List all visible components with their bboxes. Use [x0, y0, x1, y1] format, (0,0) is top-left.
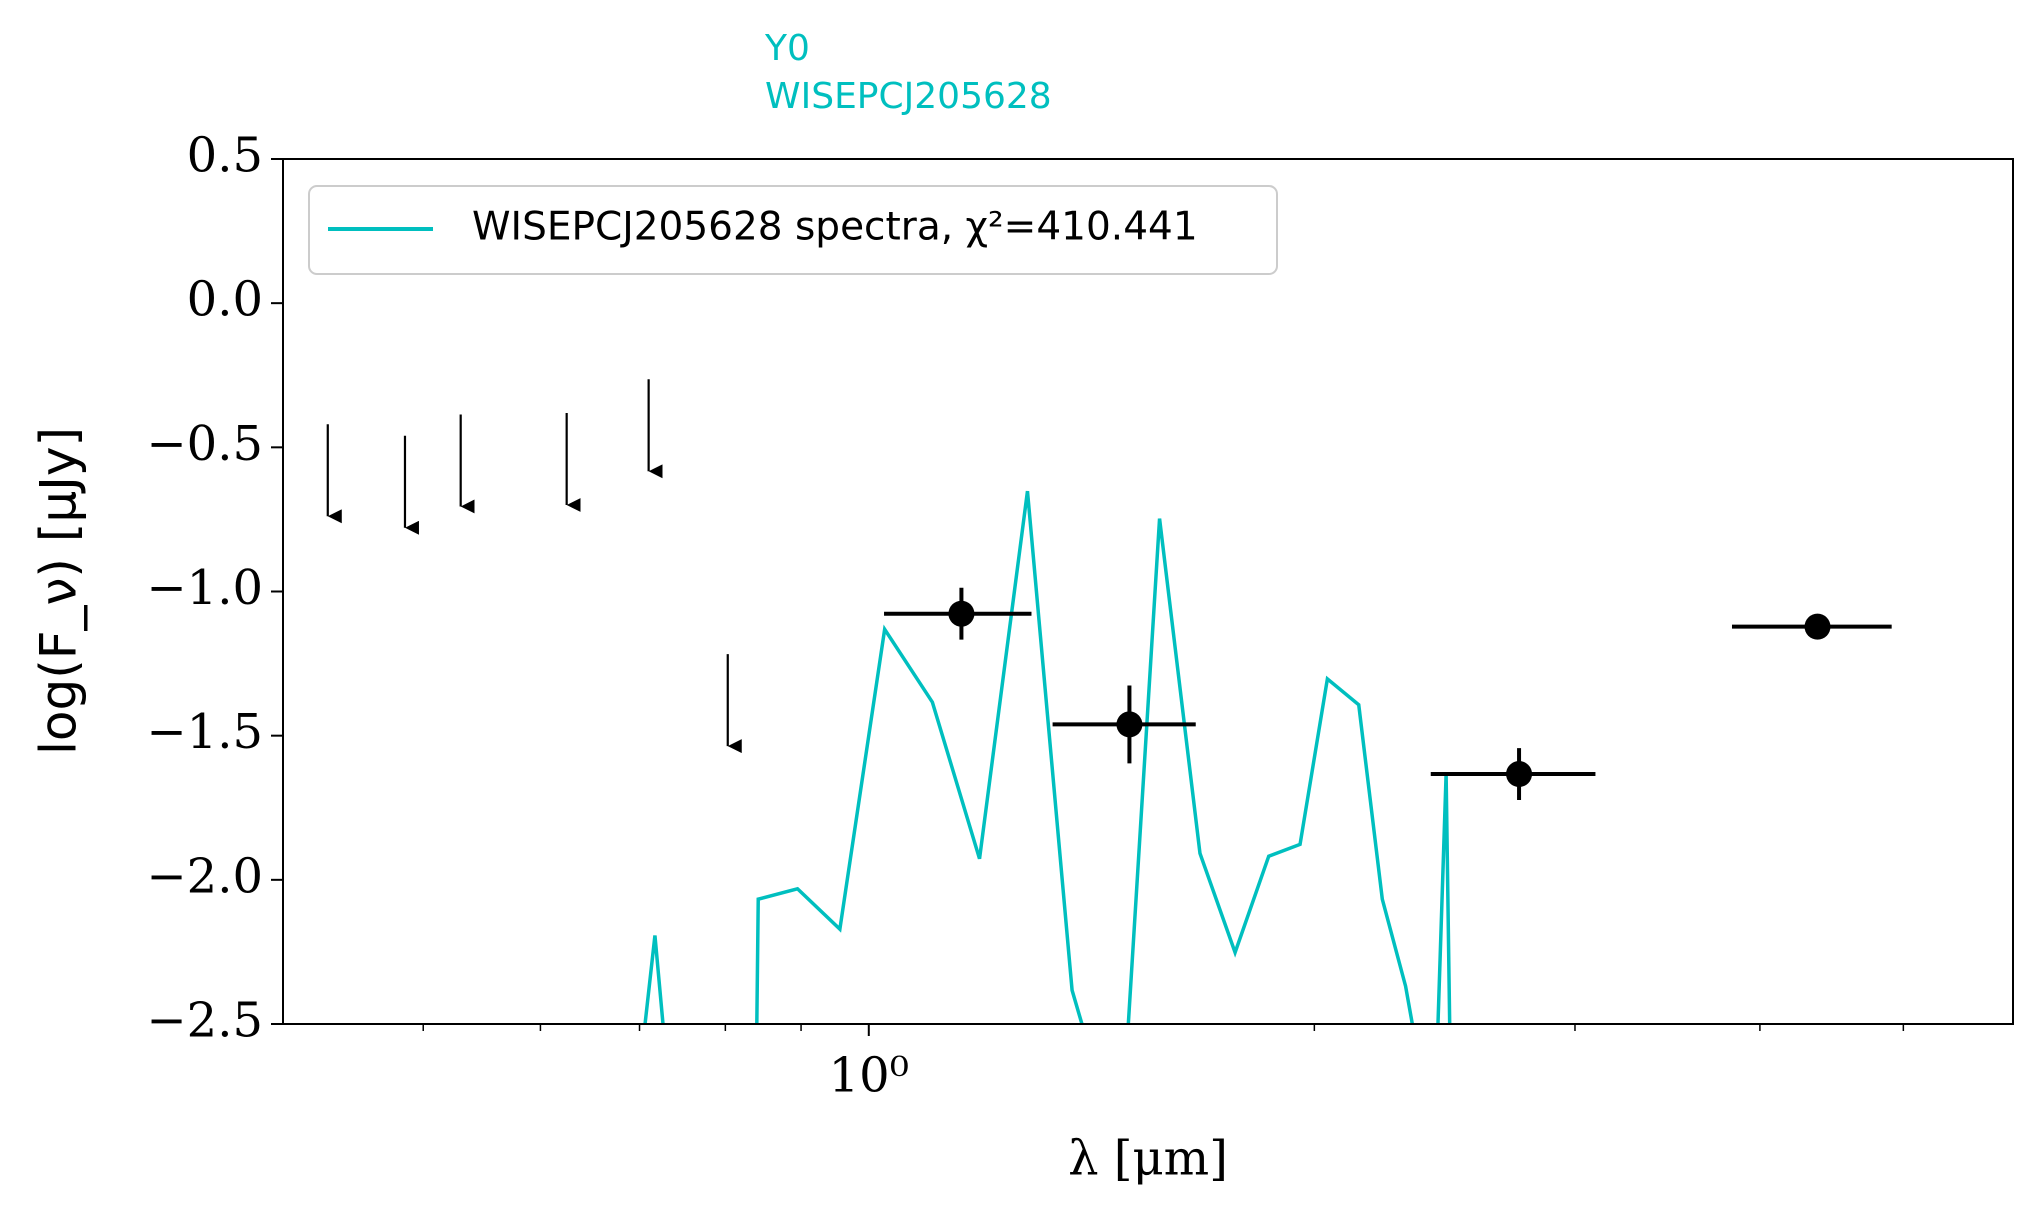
x-tick-label: 10⁰	[829, 1048, 909, 1104]
spectrum-line	[643, 490, 1452, 1024]
x-axis-label: λ [μm]	[1068, 1131, 1228, 1187]
plot-frame	[282, 158, 2014, 1025]
data-point	[1804, 613, 1831, 640]
data-point	[1116, 711, 1143, 738]
y-tick-label: −2.5	[146, 993, 263, 1049]
legend-box	[308, 185, 1278, 275]
data-point	[1506, 761, 1533, 788]
data-point	[948, 600, 975, 627]
y-tick-label: −1.0	[146, 560, 263, 616]
y-tick-label: 0.5	[187, 128, 263, 184]
y-tick-label: 0.0	[187, 272, 263, 328]
y-axis-label: log(F_ν) [μJy]	[30, 427, 88, 755]
title-line: WISEPCJ205628	[765, 76, 1052, 117]
y-tick-label: −1.5	[146, 704, 263, 760]
y-tick-label: −0.5	[146, 416, 263, 472]
plot-area	[326, 379, 1892, 1024]
y-tick-label: −2.0	[146, 848, 263, 904]
title-line: Y0	[764, 28, 810, 69]
legend-label: WISEPCJ205628 spectra, χ²=410.441	[472, 205, 1198, 250]
